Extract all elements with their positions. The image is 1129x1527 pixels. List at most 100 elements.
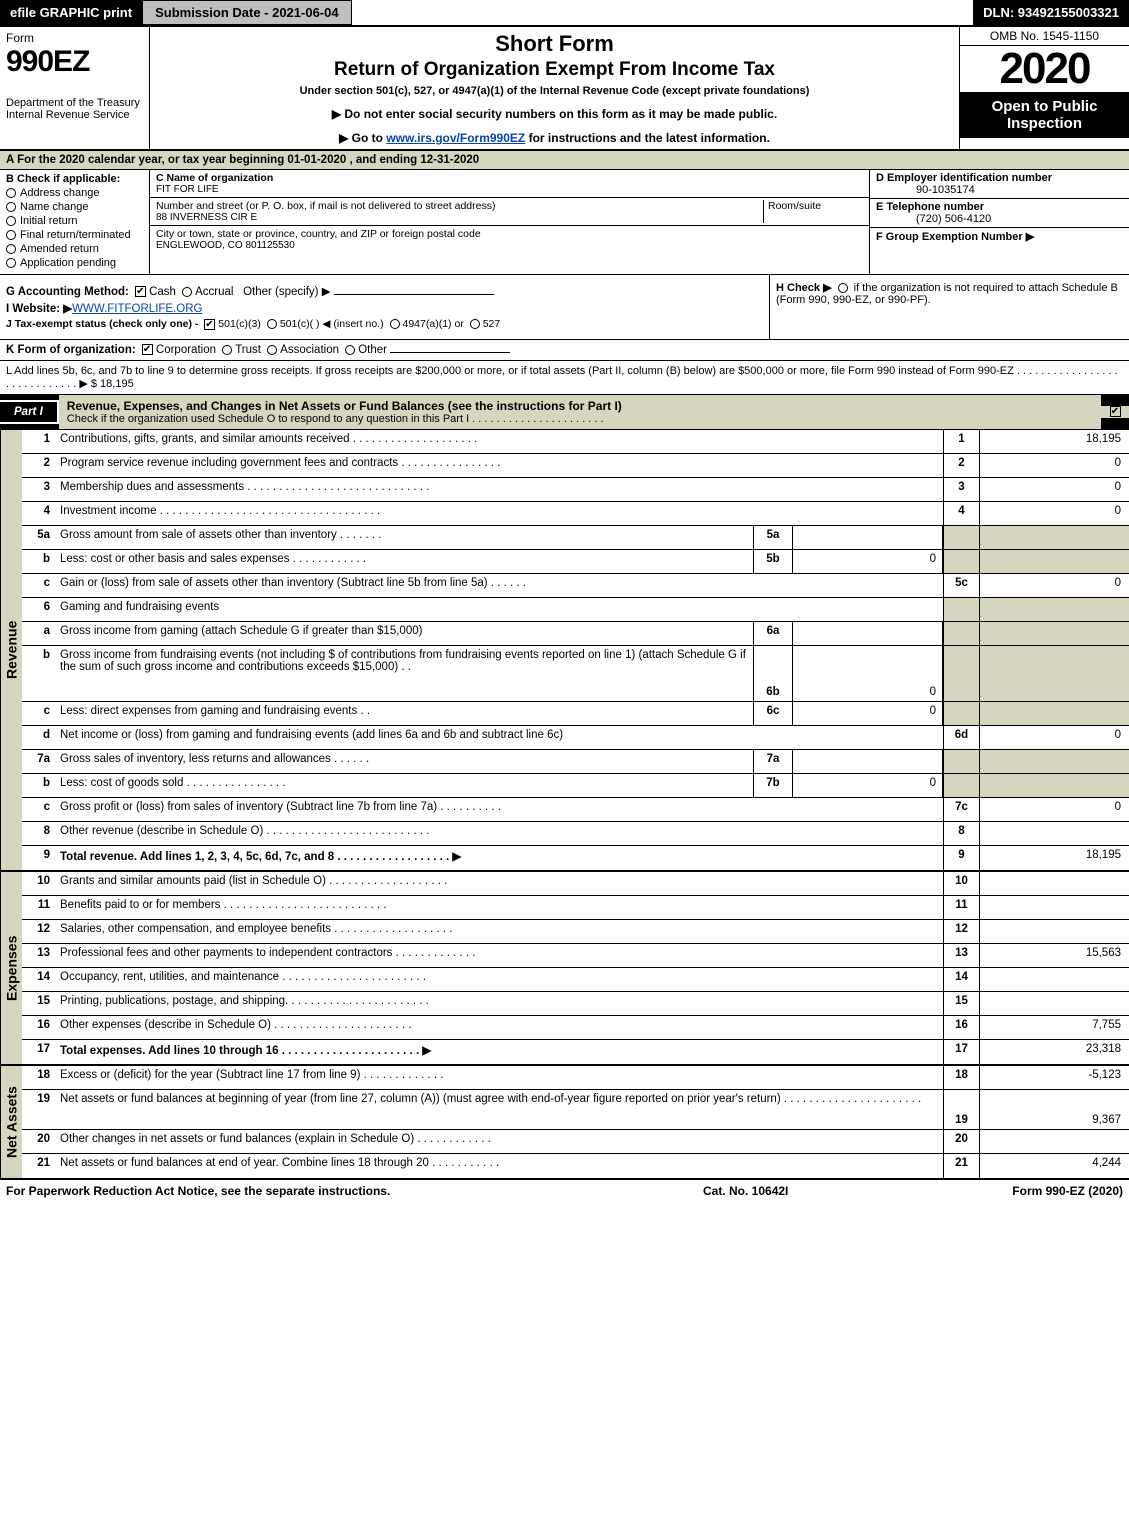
line-11-boxn: 11 bbox=[943, 896, 979, 919]
line-12-amt bbox=[979, 920, 1129, 943]
line-3: 3Membership dues and assessments . . . .… bbox=[22, 478, 1129, 502]
other-specify-label: Other (specify) ▶ bbox=[243, 286, 330, 298]
group-exemption-cell: F Group Exemption Number ▶ bbox=[870, 228, 1129, 245]
line-19-num: 19 bbox=[22, 1090, 56, 1129]
line-6a-num: a bbox=[22, 622, 56, 645]
line-7b: bLess: cost of goods sold . . . . . . . … bbox=[22, 774, 1129, 798]
line-16-amt: 7,755 bbox=[979, 1016, 1129, 1039]
chk-4947[interactable] bbox=[390, 319, 400, 329]
goto-post: for instructions and the latest informat… bbox=[525, 131, 770, 145]
line-9-boxn: 9 bbox=[943, 846, 979, 870]
line-6-num: 6 bbox=[22, 598, 56, 621]
chk-schedule-b[interactable] bbox=[838, 283, 848, 293]
h-label: H Check ▶ bbox=[776, 282, 832, 294]
line-6c-sb: 6c bbox=[753, 702, 793, 725]
chk-trust-label: Trust bbox=[235, 344, 261, 356]
expenses-lines: 10Grants and similar amounts paid (list … bbox=[22, 872, 1129, 1064]
form-header: Form 990EZ Department of the Treasury In… bbox=[0, 27, 1129, 151]
line-10: 10Grants and similar amounts paid (list … bbox=[22, 872, 1129, 896]
line-8-amt bbox=[979, 822, 1129, 845]
line-6a-desc: Gross income from gaming (attach Schedul… bbox=[56, 622, 753, 645]
chk-501c3-label: 501(c)(3) bbox=[218, 318, 261, 330]
line-6d-amt: 0 bbox=[979, 726, 1129, 749]
line-18-amt: -5,123 bbox=[979, 1066, 1129, 1089]
chk-name-change[interactable]: Name change bbox=[6, 201, 143, 213]
line-2: 2Program service revenue including gover… bbox=[22, 454, 1129, 478]
line-1-amt: 18,195 bbox=[979, 430, 1129, 453]
chk-association[interactable] bbox=[267, 345, 277, 355]
dln-label: DLN: 93492155003321 bbox=[973, 0, 1129, 25]
line-8-desc: Other revenue (describe in Schedule O) .… bbox=[56, 822, 943, 845]
chk-address-change-label: Address change bbox=[20, 187, 100, 199]
other-org-input[interactable] bbox=[390, 352, 510, 353]
chk-501c[interactable] bbox=[267, 319, 277, 329]
line-1-desc: Contributions, gifts, grants, and simila… bbox=[56, 430, 943, 453]
org-city-value: ENGLEWOOD, CO 801125530 bbox=[156, 240, 863, 251]
line-5c: cGain or (loss) from sale of assets othe… bbox=[22, 574, 1129, 598]
website-link[interactable]: WWW.FITFORLIFE.ORG bbox=[72, 303, 202, 315]
line-3-num: 3 bbox=[22, 478, 56, 501]
submission-date-button[interactable]: Submission Date - 2021-06-04 bbox=[142, 0, 352, 25]
chk-other-org[interactable] bbox=[345, 345, 355, 355]
under-section-text: Under section 501(c), 527, or 4947(a)(1)… bbox=[158, 85, 951, 97]
line-4: 4Investment income . . . . . . . . . . .… bbox=[22, 502, 1129, 526]
chk-final-return[interactable]: Final return/terminated bbox=[6, 229, 143, 241]
line-5a-sb: 5a bbox=[753, 526, 793, 549]
line-18-num: 18 bbox=[22, 1066, 56, 1089]
phone-value: (720) 506-4120 bbox=[876, 213, 1123, 225]
footer-right: Form 990-EZ (2020) bbox=[923, 1184, 1123, 1198]
goto-link[interactable]: www.irs.gov/Form990EZ bbox=[386, 131, 525, 145]
other-specify-input[interactable] bbox=[334, 294, 494, 295]
form-id-block: Form 990EZ Department of the Treasury In… bbox=[0, 27, 150, 149]
chk-accrual[interactable] bbox=[182, 287, 192, 297]
chk-corporation[interactable] bbox=[142, 344, 153, 355]
line-11-amt bbox=[979, 896, 1129, 919]
chk-trust[interactable] bbox=[222, 345, 232, 355]
line-15: 15Printing, publications, postage, and s… bbox=[22, 992, 1129, 1016]
chk-501c3[interactable] bbox=[204, 319, 215, 330]
i-label: I Website: ▶ bbox=[6, 303, 72, 315]
col-c-org: C Name of organization FIT FOR LIFE Numb… bbox=[150, 170, 869, 274]
efile-print-button[interactable]: efile GRAPHIC print bbox=[0, 0, 142, 25]
part1-checkbox[interactable] bbox=[1101, 406, 1129, 418]
line-12: 12Salaries, other compensation, and empl… bbox=[22, 920, 1129, 944]
line-12-desc: Salaries, other compensation, and employ… bbox=[56, 920, 943, 943]
chk-527[interactable] bbox=[470, 319, 480, 329]
line-6a-sb: 6a bbox=[753, 622, 793, 645]
line-1-num: 1 bbox=[22, 430, 56, 453]
line-3-desc: Membership dues and assessments . . . . … bbox=[56, 478, 943, 501]
line-9-desc: Total revenue. Add lines 1, 2, 3, 4, 5c,… bbox=[56, 846, 943, 870]
line-21-desc: Net assets or fund balances at end of ye… bbox=[56, 1154, 943, 1178]
topbar-spacer bbox=[352, 0, 974, 25]
line-12-num: 12 bbox=[22, 920, 56, 943]
chk-amended-return-label: Amended return bbox=[20, 243, 99, 255]
chk-initial-return[interactable]: Initial return bbox=[6, 215, 143, 227]
chk-association-label: Association bbox=[280, 344, 339, 356]
line-16-desc: Other expenses (describe in Schedule O) … bbox=[56, 1016, 943, 1039]
line-16-boxn: 16 bbox=[943, 1016, 979, 1039]
col-b-header: B Check if applicable: bbox=[6, 173, 143, 185]
line-6c-desc: Less: direct expenses from gaming and fu… bbox=[56, 702, 753, 725]
line-7c-boxn: 7c bbox=[943, 798, 979, 821]
line-6d-desc: Net income or (loss) from gaming and fun… bbox=[56, 726, 943, 749]
line-6a-sv bbox=[793, 622, 943, 645]
line-4-boxn: 4 bbox=[943, 502, 979, 525]
revenue-lines: 1Contributions, gifts, grants, and simil… bbox=[22, 430, 1129, 870]
chk-application-pending[interactable]: Application pending bbox=[6, 257, 143, 269]
chk-amended-return[interactable]: Amended return bbox=[6, 243, 143, 255]
line-7b-amt bbox=[979, 774, 1129, 797]
line-4-desc: Investment income . . . . . . . . . . . … bbox=[56, 502, 943, 525]
line-9: 9Total revenue. Add lines 1, 2, 3, 4, 5c… bbox=[22, 846, 1129, 870]
chk-address-change[interactable]: Address change bbox=[6, 187, 143, 199]
chk-application-pending-label: Application pending bbox=[20, 257, 116, 269]
line-14: 14Occupancy, rent, utilities, and mainte… bbox=[22, 968, 1129, 992]
line-13-num: 13 bbox=[22, 944, 56, 967]
line-3-boxn: 3 bbox=[943, 478, 979, 501]
chk-corporation-label: Corporation bbox=[156, 344, 216, 356]
g-label: G Accounting Method: bbox=[6, 286, 129, 298]
part1-header: Part I Revenue, Expenses, and Changes in… bbox=[0, 395, 1129, 430]
line-5b-amt bbox=[979, 550, 1129, 573]
line-5b: bLess: cost or other basis and sales exp… bbox=[22, 550, 1129, 574]
chk-cash[interactable] bbox=[135, 286, 146, 297]
line-6b-desc: Gross income from fundraising events (no… bbox=[56, 646, 753, 701]
